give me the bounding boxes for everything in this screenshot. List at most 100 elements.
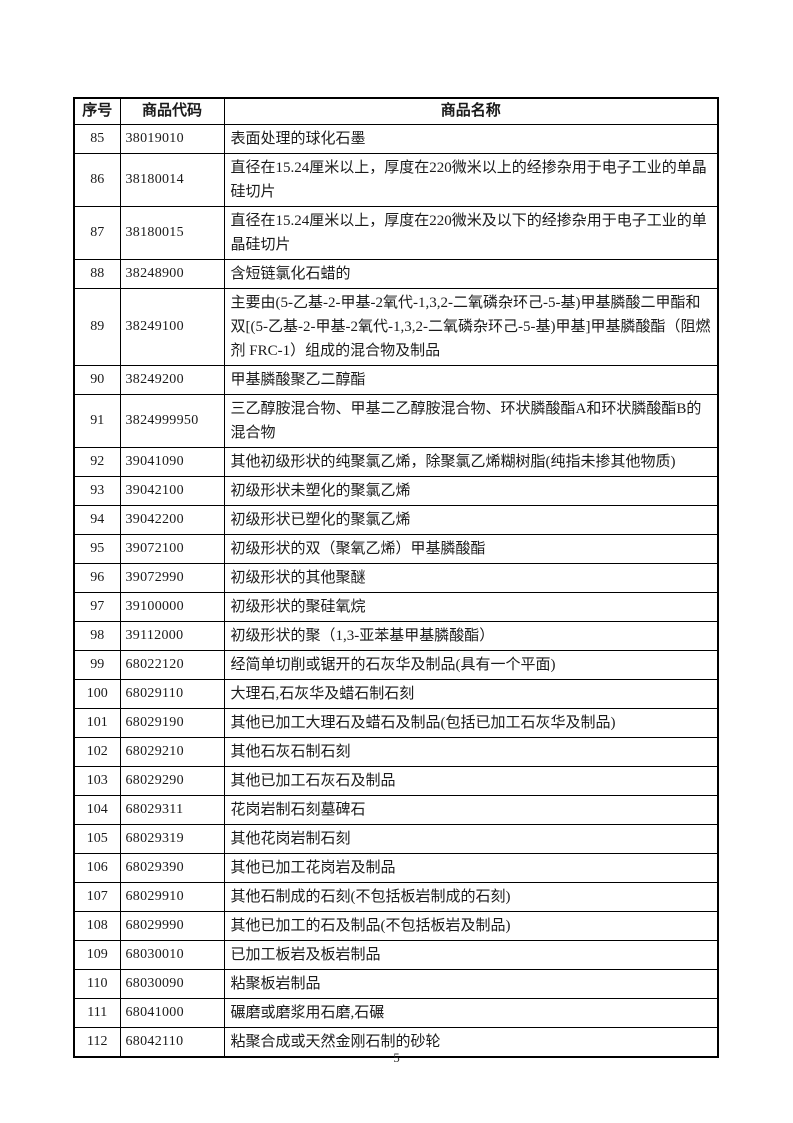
commodity-name-cell: 初级形状的聚硅氧烷 — [223, 591, 719, 622]
serial-number-cell: 94 — [73, 504, 121, 535]
commodity-name-cell: 主要由(5-乙基-2-甲基-2氧代-1,3,2-二氧磷杂环己-5-基)甲基膦酸二… — [223, 287, 719, 366]
commodity-code-cell: 68029990 — [119, 910, 225, 941]
commodity-code-cell: 68041000 — [119, 997, 225, 1028]
commodity-code-cell: 39100000 — [119, 591, 225, 622]
commodity-code-cell: 38249200 — [119, 364, 225, 395]
table-row: 87 38180015 直径在15.24厘米以上，厚度在220微米及以下的经掺杂… — [73, 205, 719, 260]
table-row: 93 39042100 初级形状未塑化的聚氯乙烯 — [73, 475, 719, 506]
serial-number-cell: 99 — [73, 649, 121, 680]
header-commodity-name: 商品名称 — [223, 97, 719, 125]
table-row: 100 68029110 大理石,石灰华及蜡石制石刻 — [73, 678, 719, 709]
serial-number-cell: 85 — [73, 123, 121, 154]
commodity-code-cell: 68042110 — [119, 1026, 225, 1057]
commodity-name-cell: 其他花岗岩制石刻 — [223, 823, 719, 854]
table-row: 98 39112000 初级形状的聚（1,3-亚苯基甲基膦酸酯） — [73, 620, 719, 651]
commodity-code-cell: 68029319 — [119, 823, 225, 854]
commodity-code-cell: 39042100 — [119, 475, 225, 506]
serial-number-cell: 91 — [73, 393, 121, 448]
table-row: 108 68029990 其他已加工的石及制品(不包括板岩及制品) — [73, 910, 719, 941]
commodity-code-cell: 39042200 — [119, 504, 225, 535]
serial-number-cell: 102 — [73, 736, 121, 767]
serial-number-cell: 92 — [73, 446, 121, 477]
serial-number-cell: 98 — [73, 620, 121, 651]
commodity-code-cell: 68029390 — [119, 852, 225, 883]
commodity-code-cell: 3824999950 — [119, 393, 225, 448]
table-row: 85 38019010 表面处理的球化石墨 — [73, 123, 719, 154]
commodity-code-cell: 68030090 — [119, 968, 225, 999]
serial-number-cell: 96 — [73, 562, 121, 593]
table-row: 89 38249100 主要由(5-乙基-2-甲基-2氧代-1,3,2-二氧磷杂… — [73, 287, 719, 366]
table-row: 103 68029290 其他已加工石灰石及制品 — [73, 765, 719, 796]
header-commodity-code: 商品代码 — [119, 97, 225, 125]
serial-number-cell: 100 — [73, 678, 121, 709]
serial-number-cell: 87 — [73, 205, 121, 260]
serial-number-cell: 88 — [73, 258, 121, 289]
serial-number-cell: 101 — [73, 707, 121, 738]
serial-number-cell: 105 — [73, 823, 121, 854]
commodity-code-cell: 68029910 — [119, 881, 225, 912]
commodity-name-cell: 其他已加工石灰石及制品 — [223, 765, 719, 796]
commodity-name-cell: 花岗岩制石刻墓碑石 — [223, 794, 719, 825]
commodity-name-cell: 直径在15.24厘米以上，厚度在220微米及以下的经掺杂用于电子工业的单晶硅切片 — [223, 205, 719, 260]
commodity-code-cell: 39112000 — [119, 620, 225, 651]
table-row: 86 38180014 直径在15.24厘米以上，厚度在220微米以上的经掺杂用… — [73, 152, 719, 207]
serial-number-cell: 110 — [73, 968, 121, 999]
commodity-name-cell: 已加工板岩及板岩制品 — [223, 939, 719, 970]
commodity-table: 序号 商品代码 商品名称 85 38019010 表面处理的球化石墨 86 38… — [73, 97, 719, 1058]
commodity-code-cell: 38019010 — [119, 123, 225, 154]
serial-number-cell: 112 — [73, 1026, 121, 1057]
commodity-name-cell: 初级形状的聚（1,3-亚苯基甲基膦酸酯） — [223, 620, 719, 651]
commodity-name-cell: 其他石灰石制石刻 — [223, 736, 719, 767]
commodity-code-cell: 39041090 — [119, 446, 225, 477]
page-number: 5 — [393, 1050, 400, 1065]
table-row: 95 39072100 初级形状的双（聚氧乙烯）甲基膦酸酯 — [73, 533, 719, 564]
commodity-code-cell: 68030010 — [119, 939, 225, 970]
commodity-name-cell: 初级形状的双（聚氧乙烯）甲基膦酸酯 — [223, 533, 719, 564]
serial-number-cell: 90 — [73, 364, 121, 395]
table-row: 109 68030010 已加工板岩及板岩制品 — [73, 939, 719, 970]
table-header-row: 序号 商品代码 商品名称 — [73, 97, 719, 125]
table-row: 102 68029210 其他石灰石制石刻 — [73, 736, 719, 767]
table-row: 111 68041000 碾磨或磨浆用石磨,石碾 — [73, 997, 719, 1028]
commodity-code-cell: 68029190 — [119, 707, 225, 738]
serial-number-cell: 95 — [73, 533, 121, 564]
commodity-code-cell: 68029210 — [119, 736, 225, 767]
commodity-code-cell: 68022120 — [119, 649, 225, 680]
commodity-name-cell: 碾磨或磨浆用石磨,石碾 — [223, 997, 719, 1028]
commodity-name-cell: 初级形状的其他聚醚 — [223, 562, 719, 593]
commodity-name-cell: 其他初级形状的纯聚氯乙烯，除聚氯乙烯糊树脂(纯指未掺其他物质) — [223, 446, 719, 477]
table-row: 91 3824999950 三乙醇胺混合物、甲基二乙醇胺混合物、环状膦酸酯A和环… — [73, 393, 719, 448]
table-row: 110 68030090 粘聚板岩制品 — [73, 968, 719, 999]
commodity-code-cell: 38180014 — [119, 152, 225, 207]
table-row: 112 68042110 粘聚合成或天然金刚石制的砂轮 — [73, 1026, 719, 1057]
commodity-code-cell: 68029290 — [119, 765, 225, 796]
table-row: 88 38248900 含短链氯化石蜡的 — [73, 258, 719, 289]
table-row: 99 68022120 经简单切削或锯开的石灰华及制品(具有一个平面) — [73, 649, 719, 680]
table-row: 94 39042200 初级形状已塑化的聚氯乙烯 — [73, 504, 719, 535]
serial-number-cell: 93 — [73, 475, 121, 506]
commodity-name-cell: 初级形状未塑化的聚氯乙烯 — [223, 475, 719, 506]
table-row: 96 39072990 初级形状的其他聚醚 — [73, 562, 719, 593]
commodity-code-cell: 38180015 — [119, 205, 225, 260]
commodity-name-cell: 表面处理的球化石墨 — [223, 123, 719, 154]
serial-number-cell: 107 — [73, 881, 121, 912]
serial-number-cell: 104 — [73, 794, 121, 825]
commodity-name-cell: 粘聚合成或天然金刚石制的砂轮 — [223, 1026, 719, 1057]
serial-number-cell: 97 — [73, 591, 121, 622]
commodity-name-cell: 大理石,石灰华及蜡石制石刻 — [223, 678, 719, 709]
serial-number-cell: 111 — [73, 997, 121, 1028]
commodity-name-cell: 三乙醇胺混合物、甲基二乙醇胺混合物、环状膦酸酯A和环状膦酸酯B的混合物 — [223, 393, 719, 448]
commodity-code-cell: 38249100 — [119, 287, 225, 366]
table-row: 90 38249200 甲基膦酸聚乙二醇酯 — [73, 364, 719, 395]
serial-number-cell: 108 — [73, 910, 121, 941]
table-row: 97 39100000 初级形状的聚硅氧烷 — [73, 591, 719, 622]
table-row: 101 68029190 其他已加工大理石及蜡石及制品(包括已加工石灰华及制品) — [73, 707, 719, 738]
header-serial-number: 序号 — [73, 97, 121, 125]
commodity-name-cell: 其他已加工花岗岩及制品 — [223, 852, 719, 883]
commodity-name-cell: 其他已加工大理石及蜡石及制品(包括已加工石灰华及制品) — [223, 707, 719, 738]
commodity-code-cell: 68029110 — [119, 678, 225, 709]
serial-number-cell: 106 — [73, 852, 121, 883]
commodity-code-cell: 68029311 — [119, 794, 225, 825]
commodity-name-cell: 甲基膦酸聚乙二醇酯 — [223, 364, 719, 395]
